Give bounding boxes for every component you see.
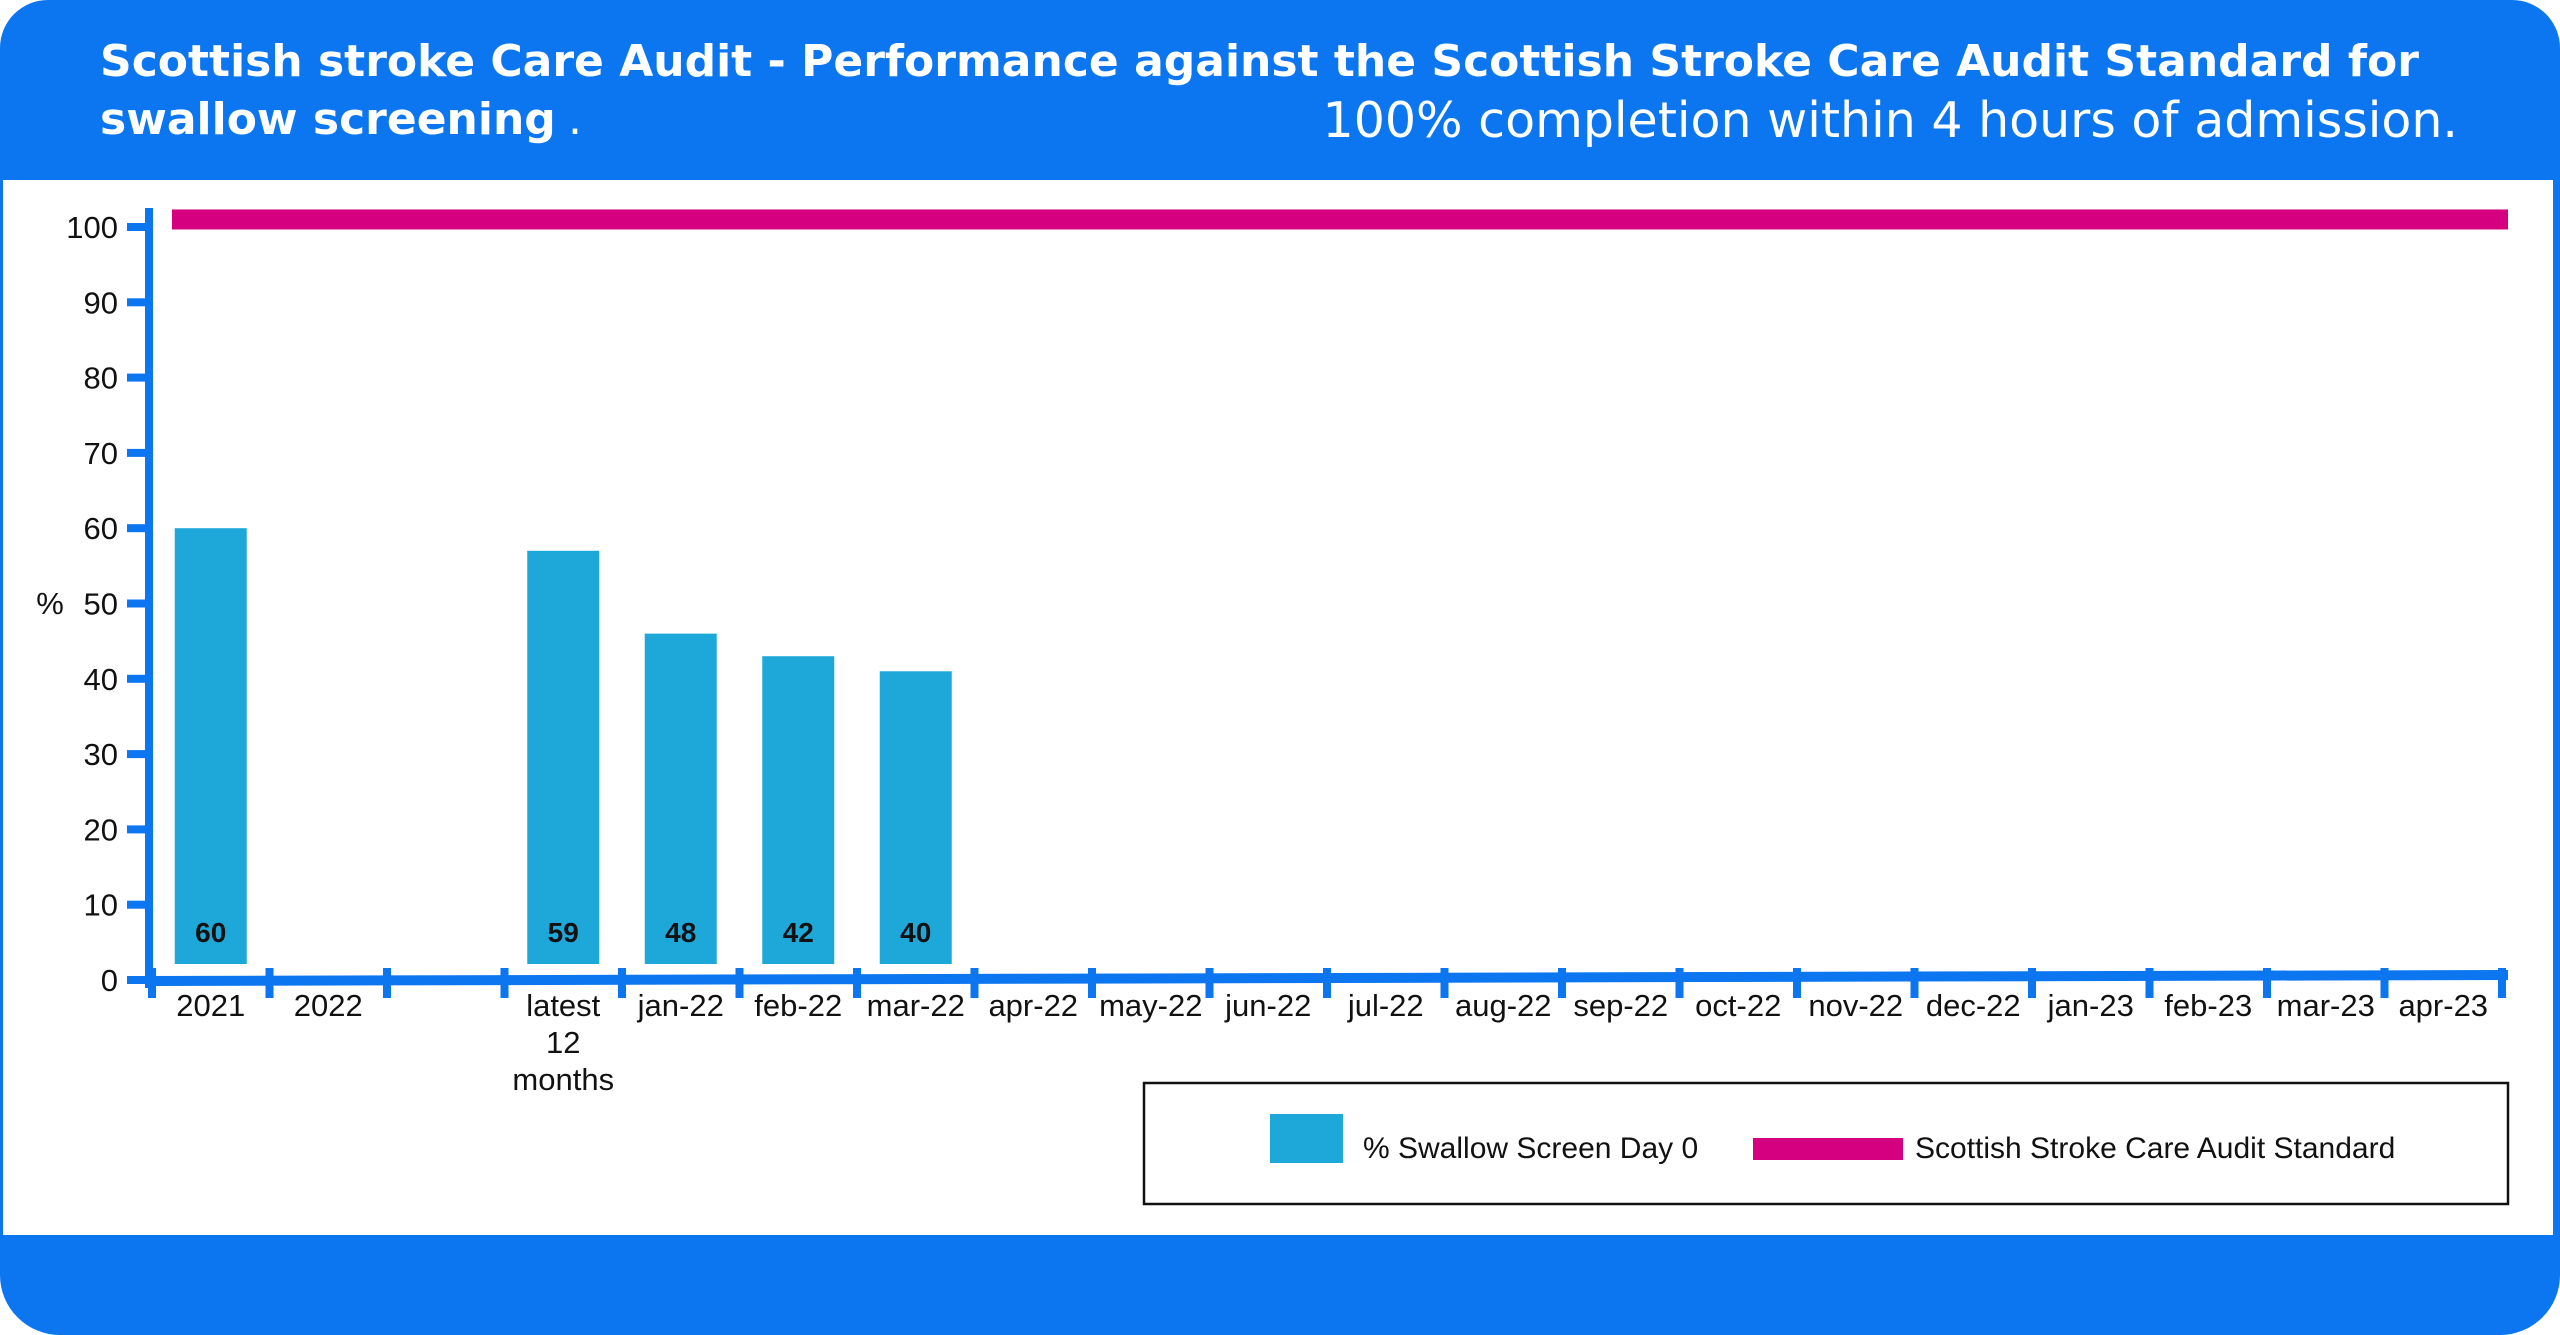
x-tick-label: jun-22 — [1224, 988, 1311, 1023]
chart-title: Scottish stroke Care Audit - Performance… — [100, 36, 2419, 87]
bar — [762, 656, 835, 964]
x-tick-label: mar-23 — [2277, 988, 2375, 1023]
x-tick-label: aug-22 — [1455, 988, 1552, 1023]
y-tick-mark — [127, 298, 149, 307]
chart-subtitle: 100% completion within 4 hours of admiss… — [1322, 92, 2458, 149]
x-tick-mark — [1088, 968, 1096, 998]
y-tick-label: 10 — [84, 888, 118, 923]
y-tick-label: 50 — [84, 587, 118, 622]
x-tick-mark — [618, 968, 626, 998]
data-label: 60 — [195, 917, 226, 948]
standard-line — [172, 209, 2508, 230]
y-tick-label: 30 — [84, 737, 118, 772]
legend: % Swallow Screen Day 0 Scottish Stroke C… — [1142, 1081, 2510, 1206]
x-tick-mark — [2380, 968, 2389, 998]
x-tick-mark — [2263, 968, 2271, 998]
x-tick-label: apr-23 — [2398, 988, 2488, 1023]
bar — [644, 633, 717, 964]
legend-bar-swatch — [1270, 1114, 1343, 1163]
x-tick-label: mar-22 — [867, 988, 965, 1023]
x-tick-mark — [1793, 968, 1801, 998]
x-tick-mark — [1558, 968, 1566, 998]
x-tick-label: feb-22 — [754, 988, 842, 1023]
y-tick-mark — [127, 448, 149, 457]
x-tick-label: oct-22 — [1695, 988, 1781, 1023]
x-tick-label: jul-22 — [1347, 988, 1424, 1023]
x-tick-mark — [2028, 968, 2036, 998]
x-tick-label: 12 — [546, 1025, 580, 1060]
y-tick-mark — [127, 674, 149, 683]
y-tick-mark — [127, 976, 149, 984]
data-label: 48 — [665, 917, 696, 948]
y-tick-mark — [127, 223, 149, 231]
x-tick-label: sep-22 — [1573, 988, 1668, 1023]
y-tick-label: 90 — [84, 285, 118, 320]
legend-bar-label: % Swallow Screen Day 0 — [1363, 1132, 1698, 1165]
y-tick-label: 70 — [84, 436, 118, 471]
x-tick-mark — [1440, 968, 1449, 998]
x-tick-label: may-22 — [1099, 988, 1202, 1023]
y-tick-mark — [127, 373, 149, 382]
x-tick-label: apr-22 — [988, 988, 1078, 1023]
y-tick-label: 0 — [101, 963, 118, 998]
x-tick-mark — [853, 968, 861, 998]
y-tick-mark — [127, 750, 149, 759]
x-tick-mark — [500, 968, 509, 998]
y-tick-label: 100 — [66, 210, 118, 245]
x-tick-mark — [383, 968, 391, 998]
x-tick-label: months — [512, 1062, 614, 1097]
y-tick-mark — [127, 900, 149, 909]
x-tick-label: feb-23 — [2164, 988, 2252, 1023]
x-tick-label: jan-23 — [2047, 988, 2134, 1023]
x-tick-label: dec-22 — [1926, 988, 2021, 1023]
bar — [174, 528, 247, 964]
x-tick-mark — [148, 968, 156, 998]
bar-series: 60 59 48 42 40 — [174, 528, 952, 964]
x-tick-mark — [1205, 968, 1214, 998]
x-tick-label: latest — [526, 988, 600, 1023]
y-tick-label: 20 — [84, 812, 118, 847]
x-tick-label: nov-22 — [1808, 988, 1903, 1023]
y-tick-label: 60 — [84, 511, 118, 546]
data-label: 59 — [548, 917, 579, 948]
x-tick-mark — [265, 968, 274, 998]
chart-title-topic: swallow screening — [100, 94, 556, 145]
bar — [879, 671, 952, 964]
y-tick-label: 80 — [84, 361, 118, 396]
x-tick-label: jan-22 — [637, 988, 724, 1023]
legend-line-label: Scottish Stroke Care Audit Standard — [1915, 1132, 2395, 1165]
axes — [145, 208, 2508, 988]
bar — [527, 550, 600, 964]
y-tick-mark — [127, 825, 149, 834]
standard-line-series — [172, 209, 2508, 230]
x-tick-label: 2022 — [294, 988, 363, 1023]
x-tick-label: 2021 — [176, 988, 245, 1023]
y-axis-label: % — [36, 586, 64, 621]
x-tick-mark — [2145, 968, 2154, 998]
data-label: 40 — [900, 917, 931, 948]
y-tick-mark — [127, 599, 149, 608]
x-tick-mark — [970, 968, 979, 998]
chart-title-period: . — [568, 94, 582, 145]
x-tick-mark — [735, 968, 744, 998]
x-tick-mark — [2498, 968, 2506, 998]
x-tick-mark — [1323, 968, 1331, 998]
legend-line-swatch — [1753, 1138, 1903, 1160]
y-axis-line — [145, 208, 153, 988]
y-tick-label: 40 — [84, 662, 118, 697]
y-tick-mark — [127, 524, 149, 533]
x-tick-mark — [1675, 968, 1684, 998]
x-tick-mark — [1910, 968, 1919, 998]
chart-panel — [3, 180, 2553, 1235]
y-axis-ticks: 0 10 20 30 40 50 60 70 80 90 100 — [66, 210, 149, 998]
data-label: 42 — [783, 917, 814, 948]
